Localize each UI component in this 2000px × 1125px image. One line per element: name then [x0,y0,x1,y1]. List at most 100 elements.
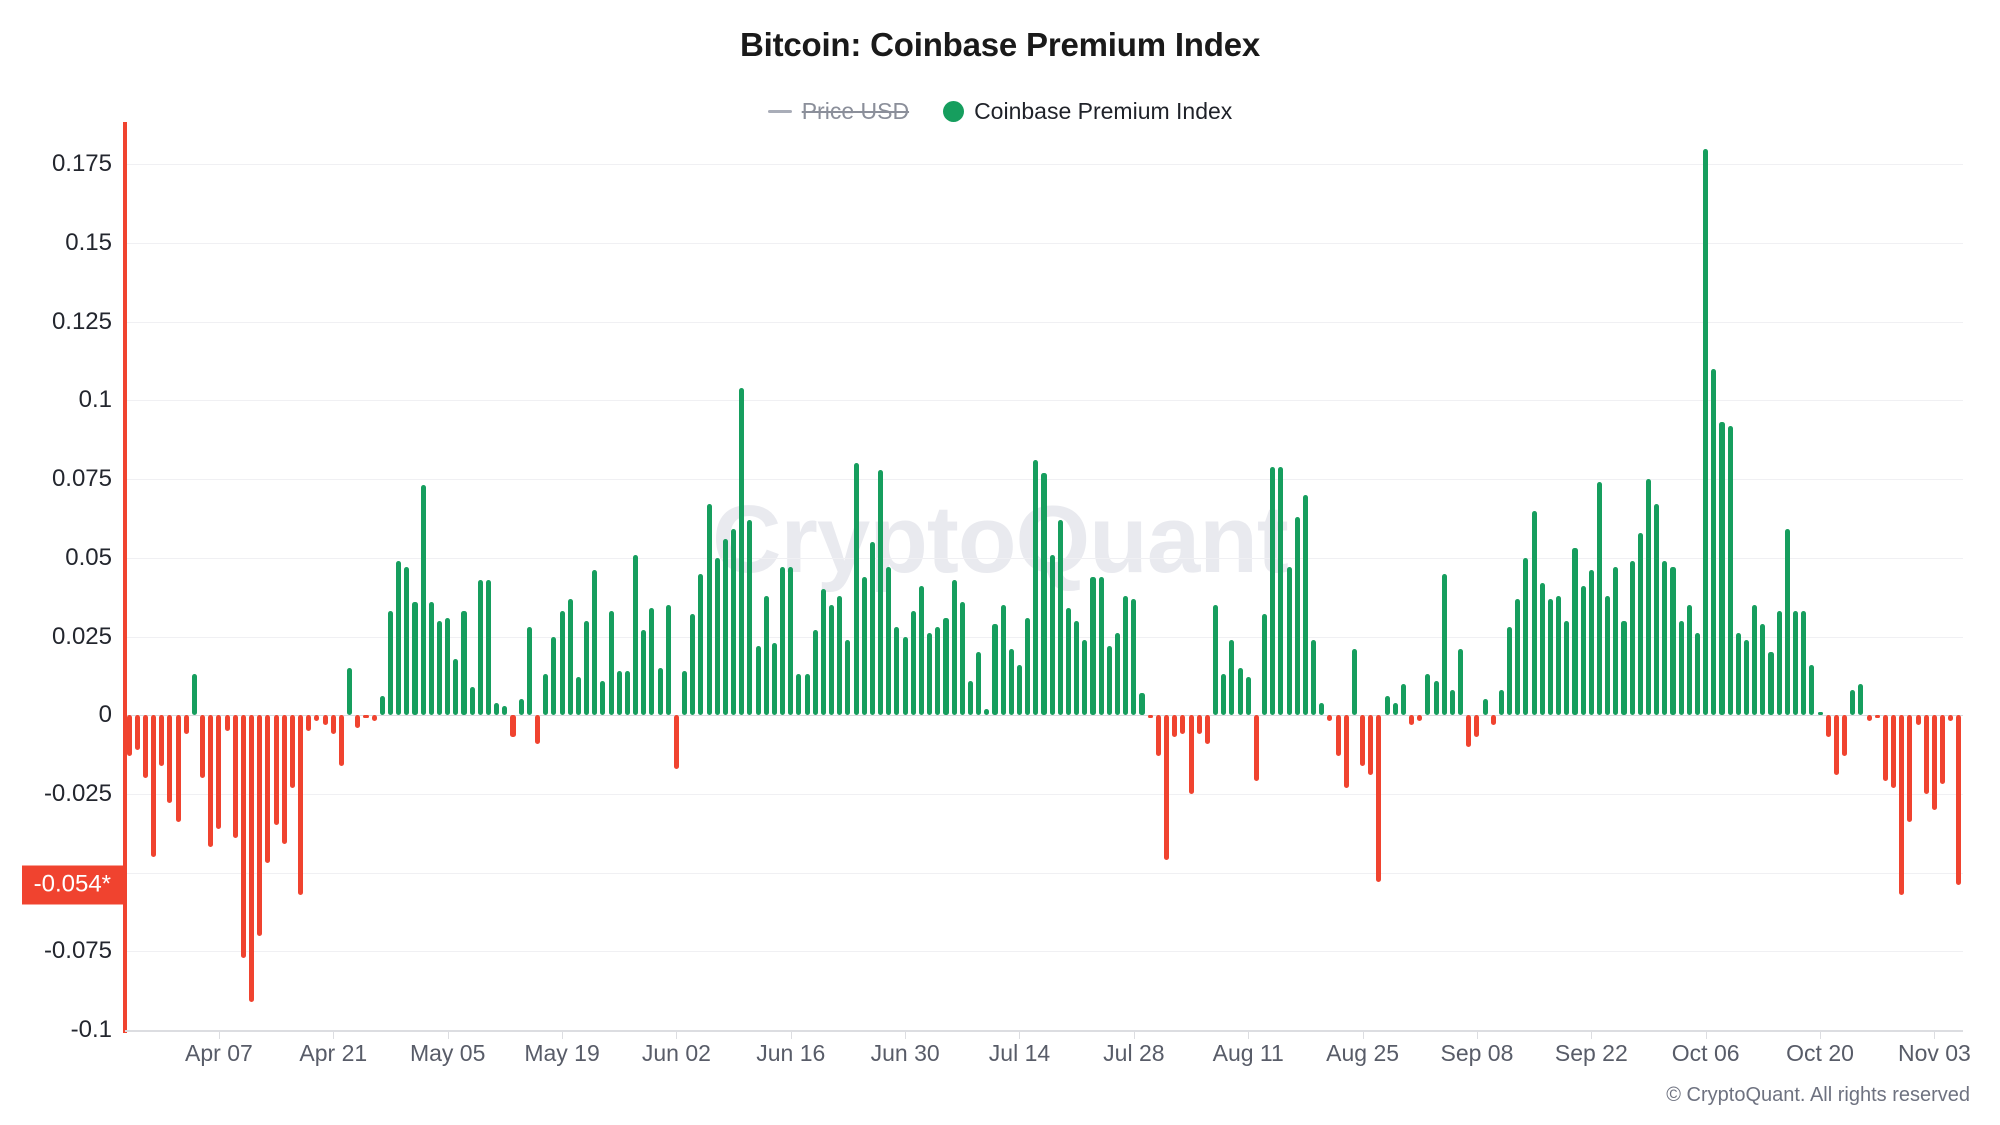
bar[interactable] [1384,696,1390,716]
bar[interactable] [1041,472,1047,716]
bar[interactable] [1164,715,1170,860]
bar[interactable] [1237,668,1243,716]
bar[interactable] [1482,699,1488,716]
bar[interactable] [265,715,271,864]
bar[interactable] [1409,715,1415,725]
bar[interactable] [469,686,475,716]
bar[interactable] [641,630,647,716]
bar[interactable] [959,601,965,716]
bar[interactable] [1547,598,1553,716]
bar[interactable] [910,611,916,716]
bar[interactable] [1057,520,1063,716]
bar[interactable] [1776,611,1782,716]
bar[interactable] [1327,715,1333,722]
bar[interactable] [379,696,385,716]
bar[interactable] [142,715,148,779]
bar[interactable] [1270,466,1276,716]
bar[interactable] [1180,715,1186,735]
bar[interactable] [428,601,434,716]
bar[interactable] [1311,639,1317,716]
bar[interactable] [682,671,688,716]
bar[interactable] [1825,715,1831,738]
bar[interactable] [1523,557,1529,716]
bar[interactable] [1515,598,1521,716]
bar[interactable] [616,671,622,716]
bar[interactable] [918,586,924,716]
bar[interactable] [249,715,255,1002]
bar[interactable] [657,668,663,716]
bar[interactable] [747,520,753,716]
bar[interactable] [796,674,802,716]
bar[interactable] [159,715,165,766]
bar[interactable] [289,715,295,788]
bar[interactable] [1221,674,1227,716]
bar[interactable] [420,485,426,716]
bar[interactable] [1580,586,1586,716]
bar[interactable] [886,567,892,716]
bar[interactable] [1662,560,1668,716]
bar[interactable] [126,715,132,757]
bar[interactable] [1253,715,1259,782]
bar[interactable] [845,639,851,716]
bar[interactable] [494,702,500,716]
bar[interactable] [1319,702,1325,716]
bar[interactable] [1899,715,1905,895]
bar[interactable] [1474,715,1480,738]
bar[interactable] [1466,715,1472,747]
bar[interactable] [1302,494,1308,716]
bar[interactable] [902,636,908,716]
bar[interactable] [355,715,361,728]
bar[interactable] [1417,715,1423,722]
bar[interactable] [1229,639,1235,716]
bar[interactable] [1123,595,1129,716]
bar[interactable] [1923,715,1929,794]
bar[interactable] [1008,649,1014,716]
bar[interactable] [200,715,206,779]
bar[interactable] [1654,504,1660,716]
bar[interactable] [1343,715,1349,788]
bar[interactable] [1858,683,1864,716]
bar[interactable] [1139,693,1145,716]
bar[interactable] [371,715,377,722]
bar[interactable] [1564,620,1570,716]
bar[interactable] [763,595,769,716]
bar[interactable] [322,715,328,725]
bar[interactable] [837,595,843,716]
bar[interactable] [273,715,279,826]
bar[interactable] [665,605,671,716]
bar[interactable] [396,560,402,716]
bar[interactable] [387,611,394,716]
bar[interactable] [330,715,336,735]
bar[interactable] [175,715,181,823]
bar[interactable] [1613,567,1619,716]
bar[interactable] [1025,617,1031,716]
bar[interactable] [739,387,745,716]
bar[interactable] [1074,620,1080,716]
bar[interactable] [976,652,982,716]
bar[interactable] [551,636,557,716]
bar[interactable] [1735,633,1741,716]
bar[interactable] [584,620,590,716]
bar[interactable] [1458,649,1464,716]
bar[interactable] [861,576,867,716]
bar[interactable] [1498,690,1504,716]
bar[interactable] [1596,482,1602,716]
bar[interactable] [1286,567,1292,716]
bar[interactable] [592,570,598,716]
bar[interactable] [232,715,238,838]
bar[interactable] [1686,605,1692,716]
bar[interactable] [714,557,720,716]
bar[interactable] [445,617,451,716]
bar[interactable] [812,630,818,716]
bar[interactable] [984,708,990,716]
bar[interactable] [943,617,949,716]
bar[interactable] [1915,715,1921,725]
bar[interactable] [436,620,443,716]
bar[interactable] [1507,627,1513,716]
bar[interactable] [1016,664,1023,716]
bar[interactable] [1711,368,1717,716]
bar[interactable] [314,715,320,722]
bar[interactable] [1213,605,1219,716]
bar[interactable] [1956,715,1962,886]
bar[interactable] [1784,529,1790,716]
